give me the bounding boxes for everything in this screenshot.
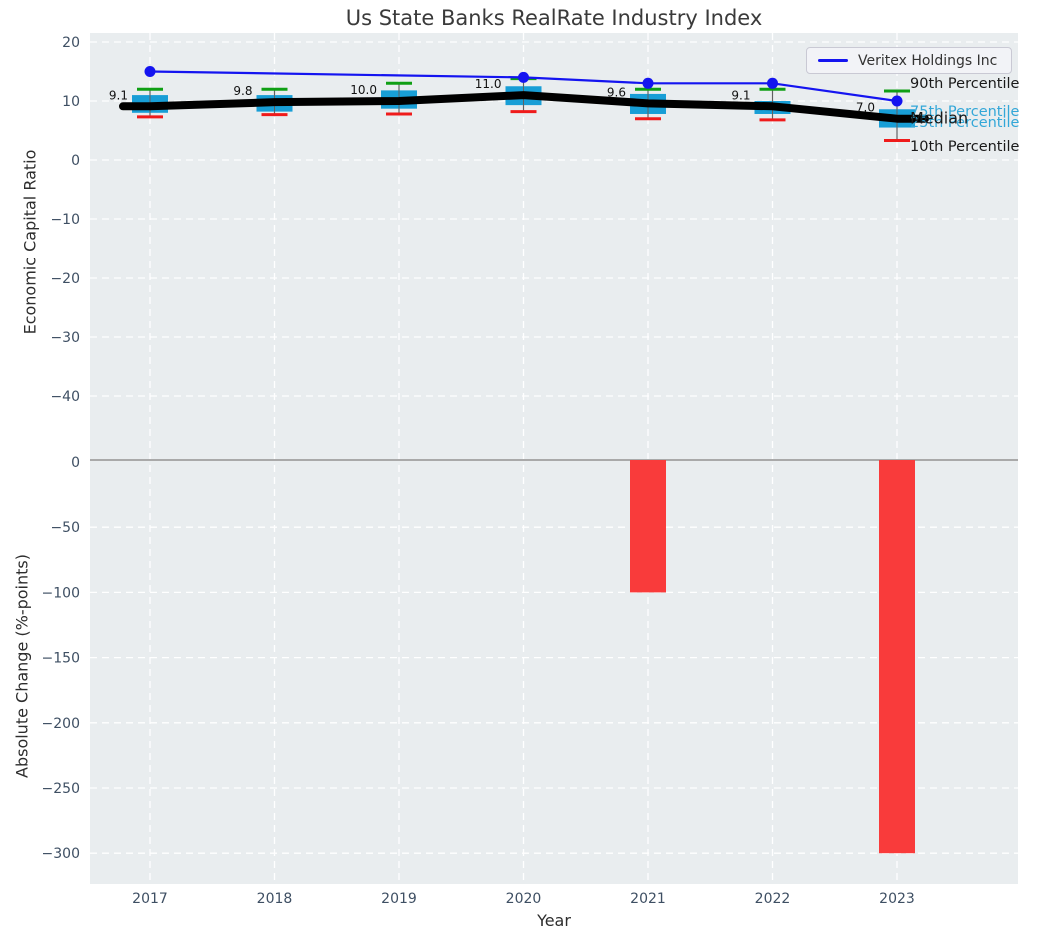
median-value-label-2021: 9.6 (607, 85, 626, 99)
company-point-2023 (891, 95, 903, 107)
ytick-top--30: −30 (50, 330, 80, 346)
xtick-2021: 2021 (630, 891, 666, 907)
ytick-bottom--150: −150 (42, 651, 80, 667)
annotation-75th-percentile: 75th Percentile (910, 104, 1020, 120)
company-point-2020 (518, 71, 529, 83)
ytick-bottom--300: −300 (42, 846, 80, 862)
median-value-label-2023: 7.0 (856, 101, 875, 115)
company-point-2022 (767, 77, 778, 89)
median-value-label-2018: 9.8 (233, 84, 252, 98)
xtick-2017: 2017 (132, 891, 168, 907)
xtick-2019: 2019 (381, 891, 417, 907)
ytick-bottom--100: −100 (42, 585, 80, 601)
median-value-label-2020: 11.0 (475, 77, 502, 91)
y-axis-label-top: Economic Capital Ratio (20, 149, 40, 335)
ytick-top--20: −20 (50, 271, 80, 287)
company-point-2017 (144, 66, 156, 77)
legend: Veritex Holdings Inc (806, 47, 1012, 74)
ytick-top--40: −40 (50, 389, 80, 405)
annotation-median: Median (910, 108, 969, 128)
ytick-top-10: 10 (62, 94, 80, 110)
annotation-90th-percentile: 90th Percentile (910, 76, 1020, 92)
x-axis-label: Year (537, 911, 571, 930)
median-value-label-2019: 10.0 (350, 83, 377, 97)
xtick-2022: 2022 (755, 891, 791, 907)
median-value-label-2022: 9.1 (731, 88, 750, 102)
ytick-top-20: 20 (62, 35, 80, 51)
annotation-10th-percentile: 10th Percentile (910, 139, 1020, 155)
ytick-bottom--50: −50 (50, 520, 80, 536)
company-point-2021 (642, 77, 654, 89)
ytick-bottom-0: 0 (71, 455, 80, 471)
ytick-bottom--200: −200 (42, 716, 80, 732)
industry-median-line (119, 91, 929, 123)
xtick-2018: 2018 (257, 891, 293, 907)
bar-2023 (879, 460, 915, 854)
legend-line-sample (818, 59, 848, 62)
annotation-25th-percentile: 25th Percentile (910, 115, 1020, 131)
chart-title: Us State Banks RealRate Industry Index (345, 6, 763, 30)
bar-2021 (630, 460, 666, 593)
plot-area (90, 33, 1018, 884)
legend-series-label: Veritex Holdings Inc (858, 52, 998, 69)
xtick-2020: 2020 (506, 891, 542, 907)
median-value-label-2017: 9.1 (109, 88, 128, 102)
xtick-2023: 2023 (879, 891, 915, 907)
ytick-bottom--250: −250 (42, 781, 80, 797)
ytick-top-0: 0 (71, 153, 80, 169)
ytick-top--10: −10 (50, 212, 80, 228)
y-axis-label-bottom: Absolute Change (%-points) (12, 554, 32, 778)
